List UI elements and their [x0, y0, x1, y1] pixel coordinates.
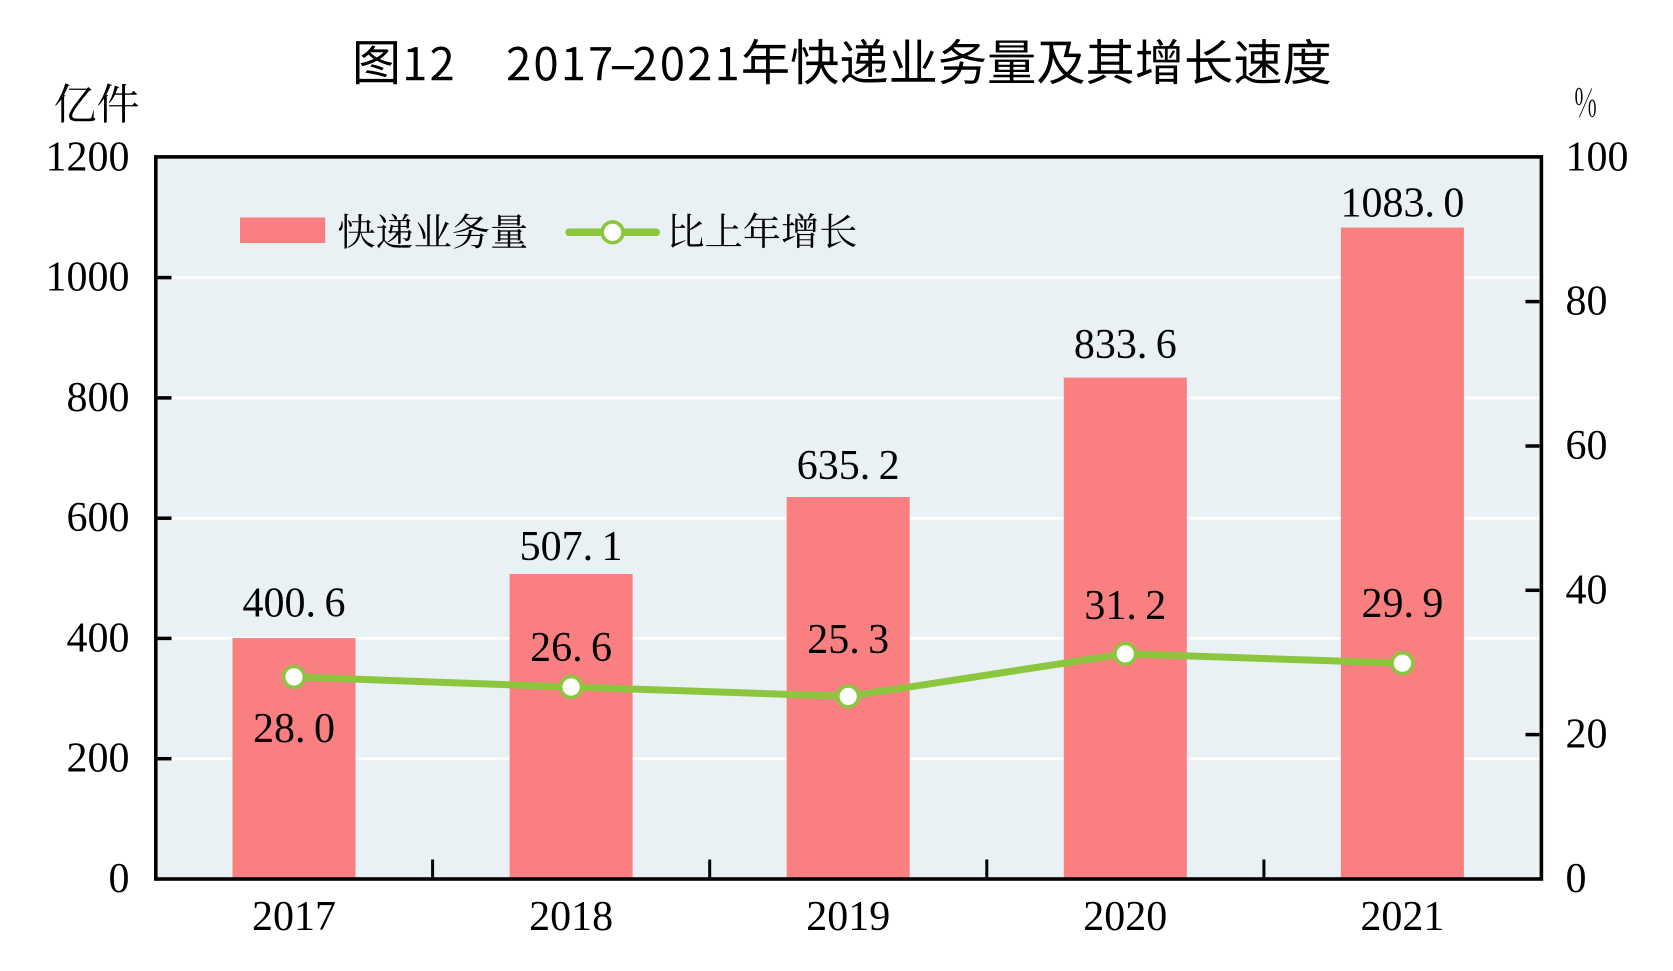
svg-text:1000: 1000: [46, 255, 130, 301]
svg-text:0: 0: [1566, 856, 1587, 902]
svg-text:31. 2: 31. 2: [1084, 583, 1166, 629]
svg-text:833. 6: 833. 6: [1074, 322, 1177, 368]
svg-text:400: 400: [67, 615, 130, 661]
svg-text:600: 600: [67, 495, 130, 541]
svg-text:80: 80: [1566, 279, 1608, 325]
svg-text:0: 0: [109, 856, 130, 902]
svg-text:507. 1: 507. 1: [520, 524, 623, 570]
svg-text:40: 40: [1566, 567, 1608, 613]
svg-text:28. 0: 28. 0: [253, 706, 335, 752]
svg-text:20: 20: [1566, 712, 1608, 758]
svg-text:635. 2: 635. 2: [797, 443, 900, 489]
svg-text:2019: 2019: [806, 894, 890, 940]
svg-text:400. 6: 400. 6: [243, 581, 346, 627]
svg-text:60: 60: [1566, 423, 1608, 469]
svg-text:1083. 0: 1083. 0: [1340, 181, 1464, 227]
svg-text:100: 100: [1566, 134, 1629, 180]
svg-text:25. 3: 25. 3: [807, 617, 889, 663]
svg-text:1200: 1200: [46, 134, 130, 180]
svg-text:2021: 2021: [1360, 894, 1444, 940]
svg-text:2020: 2020: [1083, 894, 1167, 940]
svg-text:2018: 2018: [529, 894, 613, 940]
svg-text:2017: 2017: [252, 894, 336, 940]
svg-text:800: 800: [67, 375, 130, 421]
svg-text:200: 200: [67, 736, 130, 782]
svg-text:29. 9: 29. 9: [1361, 581, 1443, 627]
svg-text:26. 6: 26. 6: [530, 625, 612, 671]
